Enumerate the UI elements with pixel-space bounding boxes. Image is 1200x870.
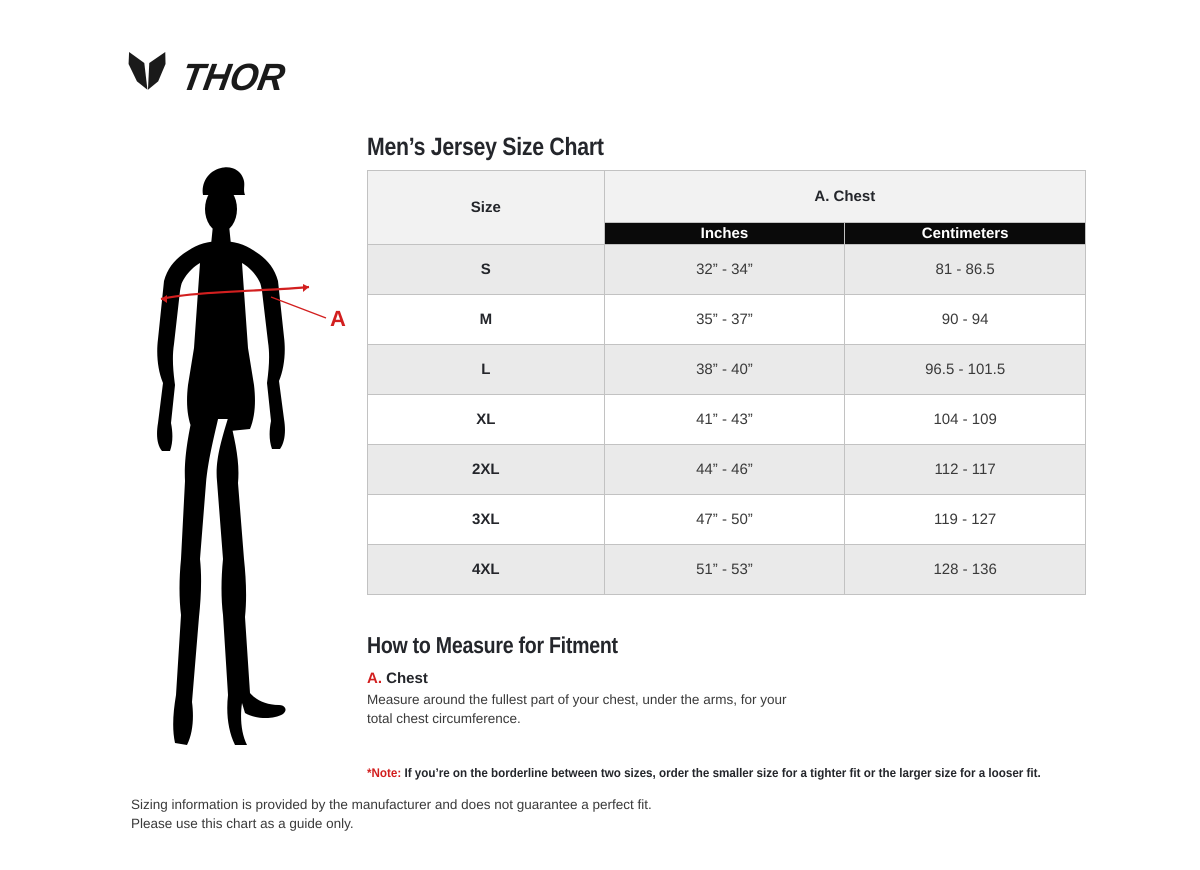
svg-text:A: A (330, 306, 346, 331)
